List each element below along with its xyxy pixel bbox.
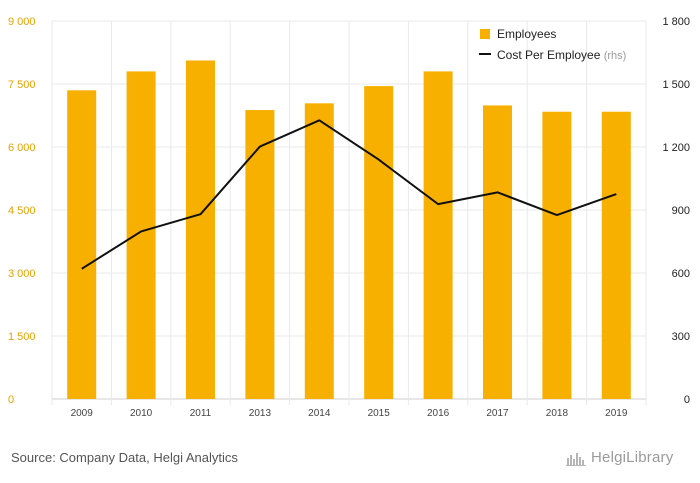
legend-rhs-suffix: (rhs) <box>604 50 627 62</box>
x-tick-label: 2009 <box>71 408 94 419</box>
bar-employees <box>483 105 512 400</box>
x-tick-label: 2010 <box>130 408 153 419</box>
bar-employees <box>245 110 275 399</box>
axes: 0 1 500 3 000 4 500 6 000 7 500 9 000 0 300 600 90… <box>8 16 690 419</box>
y-left-tick-label: 4 500 <box>8 205 36 217</box>
cost-per-employee-line <box>81 119 617 270</box>
bar-employees <box>186 60 215 399</box>
x-tick-label: 2014 <box>308 408 331 419</box>
x-tick-label: 2013 <box>249 408 272 419</box>
y-left-tick-label: 6 000 <box>8 142 36 154</box>
x-tick-label: 2019 <box>605 408 628 419</box>
line-cost-per-employee <box>81 119 617 270</box>
bar-employees <box>304 103 334 399</box>
y-left-tick-label: 3 000 <box>8 268 36 280</box>
bar-employees <box>542 111 572 399</box>
y-left-tick-label: 7 500 <box>8 79 36 91</box>
legend-label-cost-per-employee: Cost Per Employee (rhs) <box>497 48 626 62</box>
y-right-tick-label: 1 800 <box>662 16 690 28</box>
bar-employees <box>601 111 631 399</box>
x-tick-label: 2018 <box>546 408 569 419</box>
y-right-tick-label: 600 <box>672 268 690 280</box>
x-tick-label: 2017 <box>486 408 509 419</box>
legend-swatch-employees <box>480 29 490 39</box>
chart: 0 1 500 3 000 4 500 6 000 7 500 9 000 0 300 600 90… <box>8 16 690 419</box>
brand-name: HelgiLibrary <box>591 449 674 466</box>
bar-employees <box>423 71 453 400</box>
brand-logo[interactable]: HelgiLibrary <box>566 449 673 466</box>
source-note: Source: Company Data, Helgi Analytics <box>11 450 238 465</box>
y-right-tick-label: 300 <box>672 331 690 343</box>
y-right-tick-label: 1 200 <box>662 142 690 154</box>
bar-employees <box>126 71 156 400</box>
y-left-tick-label: 0 <box>8 394 14 406</box>
helgi-library-icon <box>566 452 586 466</box>
employees-bars <box>67 60 631 400</box>
x-tick-label: 2011 <box>190 408 212 419</box>
legend-label-employees: Employees <box>497 27 556 41</box>
x-tick-label: 2015 <box>368 408 391 419</box>
x-tick-label: 2016 <box>427 408 450 419</box>
y-right-tick-label: 1 500 <box>662 79 690 91</box>
bar-employees <box>364 86 394 399</box>
bar-employees <box>67 90 97 400</box>
y-left-tick-label: 1 500 <box>8 331 36 343</box>
y-right-tick-label: 0 <box>684 394 690 406</box>
y-left-tick-label: 9 000 <box>8 16 36 28</box>
legend[interactable]: Employees Cost Per Employee (rhs) <box>479 27 626 62</box>
y-right-tick-label: 900 <box>672 205 690 217</box>
